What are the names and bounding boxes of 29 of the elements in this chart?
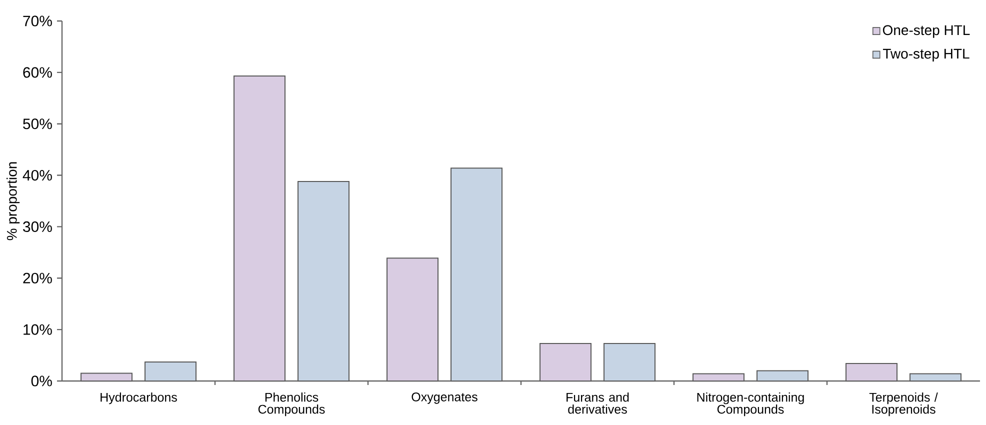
bar	[234, 76, 286, 382]
bar	[450, 168, 502, 382]
bar	[540, 342, 592, 382]
x-tick-label: Nitrogen-containing Compounds	[697, 392, 804, 416]
y-tick-label: 10%	[24, 324, 52, 335]
bar	[604, 342, 656, 382]
bar	[298, 180, 350, 382]
bar	[80, 372, 133, 382]
x-tick-label: Terpenoids / Isoprenoids	[869, 392, 938, 416]
x-tick-label: Hydrocarbons	[100, 392, 177, 404]
x-tick-label: Phenolics Compounds	[258, 392, 325, 416]
x-tick-label: Furans and derivatives	[566, 392, 629, 414]
y-tick-label: 0%	[31, 376, 52, 386]
bar	[756, 370, 808, 382]
y-tick-label: 30%	[23, 221, 52, 232]
y-tick-label: 70%	[23, 16, 52, 26]
bar	[692, 373, 744, 382]
x-tick-label: Oxygenates	[412, 392, 478, 404]
bar	[144, 361, 197, 382]
y-axis-title: % proportion	[6, 162, 20, 240]
bar	[845, 363, 898, 382]
y-tick-label: 20%	[23, 272, 52, 284]
y-tick-label: 60%	[23, 67, 52, 78]
legend-label: Two-step HTL	[882, 48, 970, 62]
bar	[386, 258, 439, 382]
y-tick-label: 50%	[23, 118, 52, 130]
y-tick-label: 40%	[22, 170, 52, 181]
bar	[909, 373, 962, 382]
legend-label: One-step HTL	[882, 25, 970, 38]
